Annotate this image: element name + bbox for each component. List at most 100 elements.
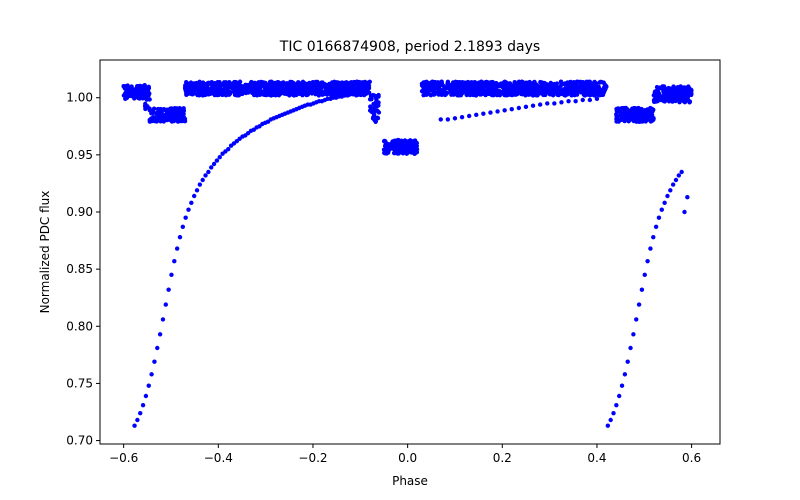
data-point-ramp-left [163,302,168,307]
data-point-baseline [307,80,312,86]
data-point-ramp-right [679,169,684,175]
data-point-baseline [285,85,291,91]
data-point-ramp-left [177,234,183,240]
data-point-baseline [215,92,220,98]
data-point-baseline [537,89,542,94]
data-point-baseline [462,80,467,86]
data-point-baseline [567,80,572,85]
data-point-baseline [477,82,482,88]
data-point-baseline [295,80,301,85]
data-point-baseline [507,86,512,92]
data-point-baseline [371,115,377,120]
data-point-baseline [486,86,491,91]
data-point-baseline [137,96,142,101]
data-point-baseline [675,95,681,100]
data-point-baseline [322,84,327,90]
data-point-baseline [472,80,477,85]
data-point-post-eclipse-tail [559,100,564,105]
data-point-ramp-left [140,402,146,408]
data-point-baseline [680,91,685,96]
data-point-baseline [196,88,201,94]
data-point-baseline [281,89,286,94]
data-point-post-eclipse-tail [537,102,543,107]
data-point-ramp-left [186,207,191,212]
data-point-baseline [553,89,559,94]
y-tick-label: 0.75 [66,376,93,390]
data-point-baseline [589,90,594,95]
y-axis-ticks: 0.70 0.75 0.80 0.85 0.90 0.95 1.00 [66,91,100,448]
data-point-baseline [404,151,409,156]
data-point-ramp-left [149,372,154,377]
data-point-baseline [471,84,476,90]
data-point-ramp-right [622,372,628,377]
data-point-baseline [370,92,375,98]
data-point-ramp-left [194,188,200,193]
data-point-ramp-left [214,158,220,163]
data-point-baseline [579,85,585,90]
data-point-baseline [671,84,676,90]
data-point-baseline [368,104,373,109]
data-point-ramp-right [616,393,622,399]
data-point-baseline [480,91,485,97]
y-tick-label: 0.80 [66,319,93,333]
data-point-post-eclipse-tail [495,109,500,114]
data-point-baseline [580,80,586,85]
data-point-baseline [675,84,681,90]
data-point-baseline [319,81,324,86]
data-point-baseline [384,151,389,156]
data-point-baseline [687,99,693,104]
data-point-baseline [552,82,558,87]
data-point-baseline [558,79,564,84]
y-tick-label: 0.85 [66,262,93,276]
x-axis-label: Phase [392,474,428,488]
data-point-baseline [371,101,376,107]
data-point-baseline [156,107,161,112]
data-point-ramp-left [362,89,367,95]
data-point-baseline [135,90,140,96]
data-point-baseline [344,81,349,87]
data-point-ramp-right [668,188,673,193]
data-point-ramp-right [605,423,611,428]
data-point-ramp-right [659,207,664,212]
data-point-baseline [231,84,237,90]
data-point-baseline [656,86,661,92]
data-point-baseline [404,144,409,149]
data-point-baseline [161,113,167,118]
data-point-baseline [386,142,391,147]
data-point-baseline [614,112,619,117]
data-point-baseline [563,92,569,98]
data-point-baseline [255,88,260,93]
data-point-baseline [169,110,174,115]
data-point-baseline [262,86,268,91]
data-point-baseline [499,81,504,87]
data-points [121,79,694,428]
data-point-baseline [324,92,329,97]
data-point-baseline [175,116,180,122]
data-point-ramp-left [197,182,203,187]
data-point-baseline [649,118,655,123]
data-point-baseline [681,96,687,102]
data-point-baseline [331,86,336,92]
data-point-baseline [262,89,267,95]
data-point-baseline [277,89,283,95]
data-point-baseline [626,118,632,123]
x-tick-label: 0.6 [682,451,701,465]
data-point-baseline [236,90,241,95]
data-point-ramp-left [203,173,208,178]
data-point-baseline [550,93,556,98]
data-point-baseline [596,92,602,98]
data-point-baseline [622,107,627,112]
data-point-baseline [137,83,143,89]
data-point-baseline [268,80,274,85]
y-axis-label: Normalized PDC flux [38,191,52,314]
data-point-baseline [591,83,596,88]
y-tick-label: 0.70 [66,434,93,448]
data-point-ramp-left [143,393,149,399]
y-tick-label: 1.00 [66,91,93,105]
data-point-baseline [482,83,487,89]
data-point-baseline [351,79,357,85]
data-point-baseline [143,93,149,98]
data-point-baseline [427,85,432,90]
data-point-baseline [635,109,640,115]
data-point-ramp-right [653,224,659,230]
